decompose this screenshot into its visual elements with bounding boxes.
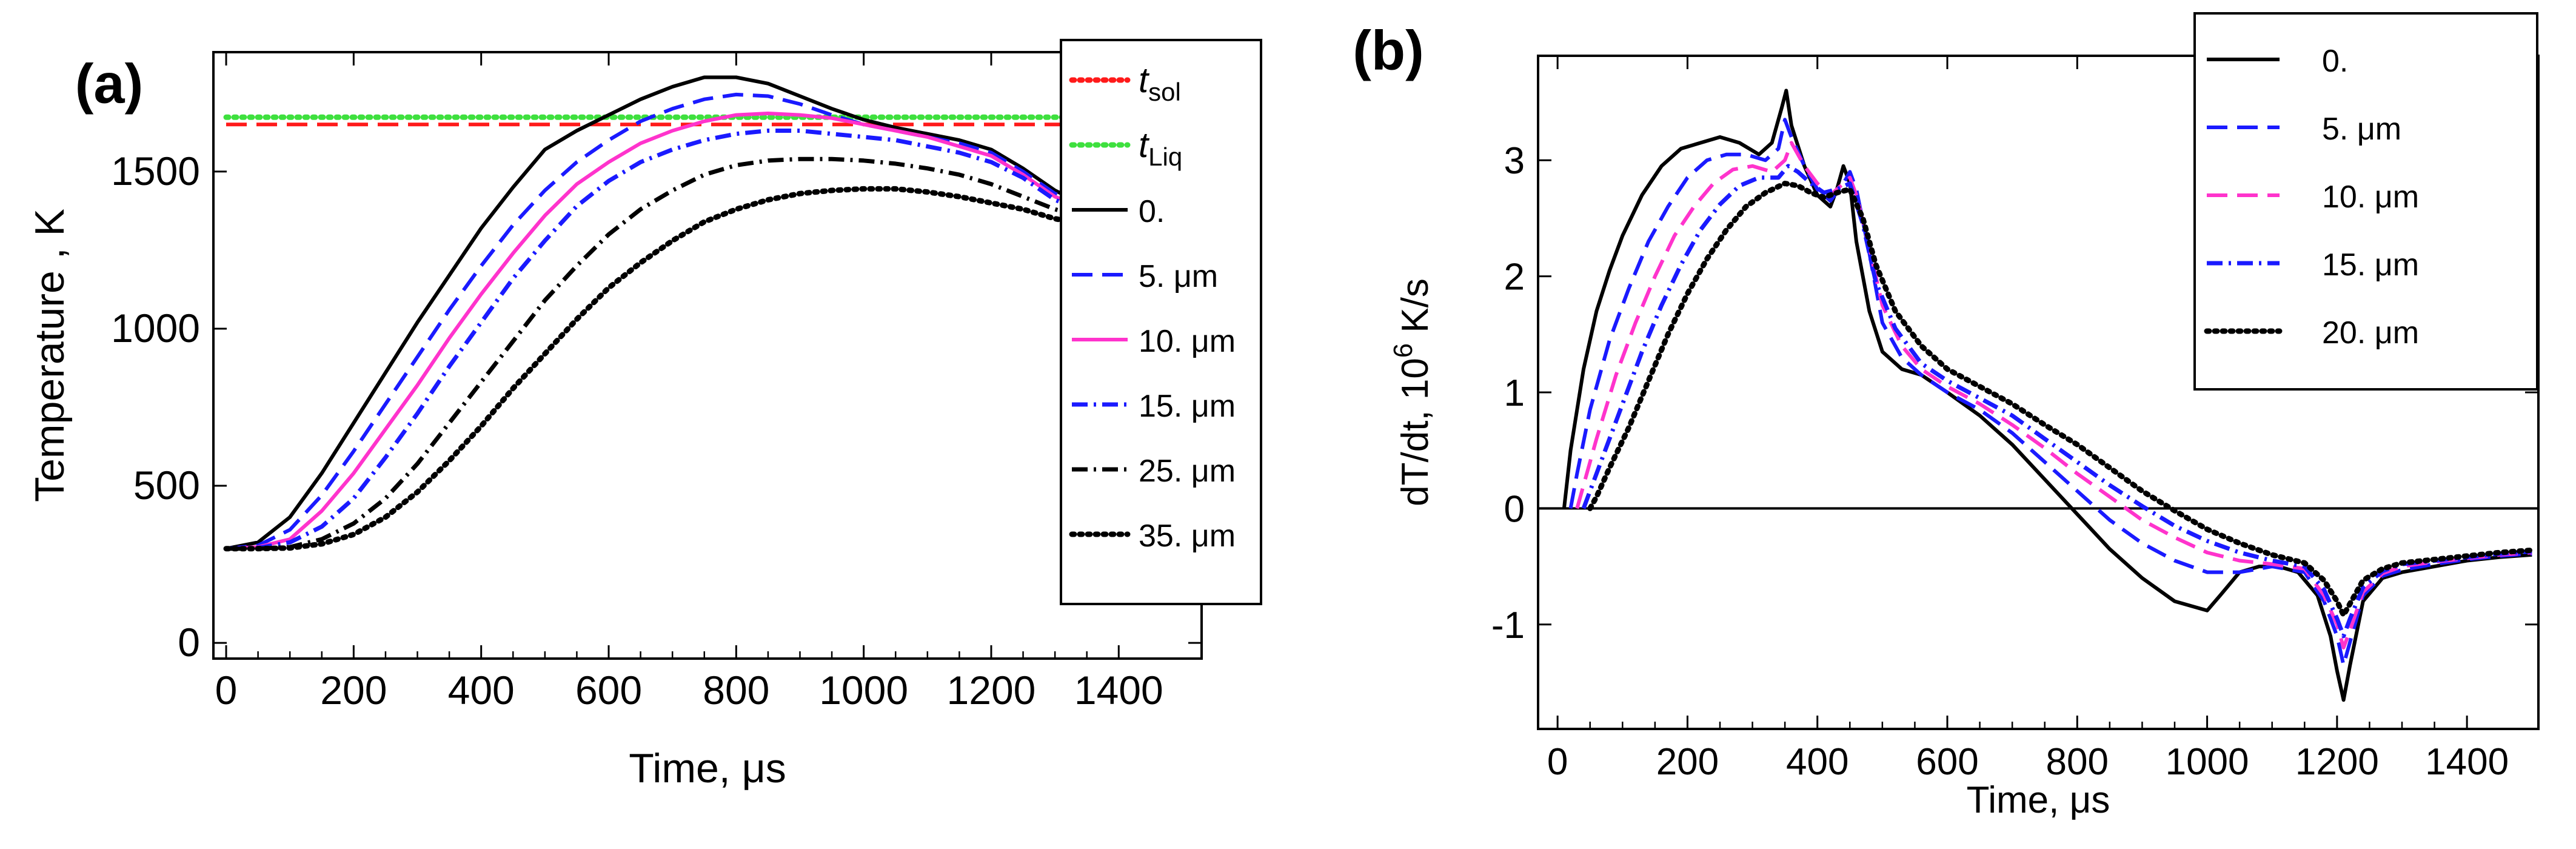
y-tick-label: 1500 [111,149,200,193]
y-axis-label: dT/dt, 106 K/s [1389,278,1436,506]
x-tick-label: 1000 [2166,741,2249,783]
legend-label: 35. μm [1139,518,1236,554]
x-tick-label: 600 [1916,741,1978,783]
y-axis-label-main: dT/dt, 10 [1394,358,1436,506]
legend-label: 20. μm [2322,315,2419,351]
x-tick-label: 1200 [2295,741,2379,783]
x-tick-label: 1000 [819,668,908,713]
y-tick-label: 2 [1504,257,1525,298]
x-tick-label: 1400 [2425,741,2509,783]
y-axis-label-unit: K/s [1394,278,1436,343]
series-line-15-m [1581,164,2532,639]
legend-label-sub: Liq [1148,143,1182,171]
x-tick-label: 1400 [1074,668,1163,713]
y-tick-label: 1 [1504,372,1525,414]
legend-box [1060,39,1262,605]
panel-a: (a) 0 200 400 600 800 1000 1200 1400 0 500 1000 1500… [27,39,1262,791]
series-line-10-m [1575,141,2532,649]
y-tick-label: -1 [1491,605,1525,646]
y-tick-label: 0 [178,620,200,665]
legend-label-main: t [1139,126,1150,165]
plot-frame [212,51,1203,660]
x-axis-label: Time, μs [629,745,786,791]
x-tick-label: 200 [320,668,387,713]
legend-label: 0. [1139,194,1165,229]
legend-label: 10. μm [1139,324,1236,359]
x-tick-label: 800 [703,668,769,713]
x-tick-label: 400 [448,668,515,713]
series-line-35-m [223,186,1090,552]
y-axis-label-sup: 6 [1389,343,1418,358]
legend-label: tsol [1139,61,1181,106]
y-tick-label: 3 [1504,140,1525,182]
series-line-0- [226,75,1088,551]
legend-label-sub: sol [1148,78,1181,106]
series-line-10-m [226,112,1088,551]
legend-label: 10. μm [2322,180,2419,215]
panel-b: (b) 0 200 400 600 800 1000 1200 1400 -1 0 1 2 3 Time, … [1353,12,2540,821]
x-tick-label: 600 [575,668,642,713]
legend: 0. 5. μm 10. μm 15. μm 20. μm [2193,12,2538,391]
x-tick-label: 800 [2046,741,2109,783]
x-axis-label: Time, μs [1967,779,2110,821]
legend-box [2193,12,2538,391]
legend-label-main: t [1139,61,1150,100]
legend-label: 0. [2322,44,2348,79]
panel-label: (b) [1353,19,1423,81]
series-line-5-m [226,92,1088,551]
legend-label: tLiq [1139,126,1182,171]
panel-label: (a) [75,53,143,115]
series-line-15-m [226,129,1088,551]
y-tick-label: 1000 [111,306,200,351]
x-tick-label: 1200 [947,668,1036,713]
legend-label: 25. μm [1139,454,1236,489]
y-axis-label: Temperature , K [27,209,73,502]
x-tick-label: 200 [1656,741,1719,783]
legend-label: 5. μm [2322,112,2401,147]
x-tick-label: 0 [1547,741,1568,783]
legend-label: 15. μm [1139,389,1236,424]
legend-label: 5. μm [1139,259,1218,294]
series-line-25-m [226,156,1088,551]
series-line-5-m [1568,118,2532,667]
x-tick-label: 400 [1786,741,1848,783]
x-tick-label: 0 [215,668,238,713]
y-tick-label: 500 [133,463,200,508]
series-line-20-m [1587,181,2535,618]
series-line-0- [1562,89,2532,702]
legend-label: 15. μm [2322,247,2419,283]
y-tick-label: 0 [1504,488,1525,530]
